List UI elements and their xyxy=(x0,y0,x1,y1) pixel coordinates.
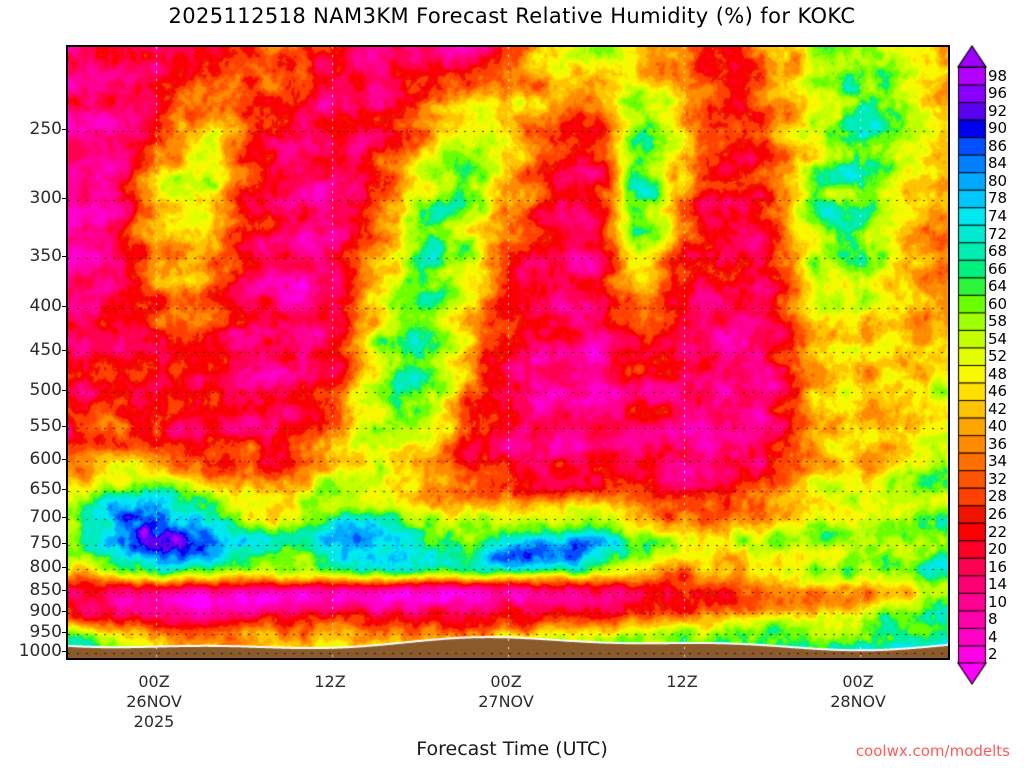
y-axis-tick xyxy=(62,350,67,351)
colorbar-tick-label: 22 xyxy=(988,522,1008,541)
y-axis-tick xyxy=(62,543,67,544)
y-axis-tick xyxy=(62,517,67,518)
plot-gridlines xyxy=(68,47,948,658)
y-axis-tick xyxy=(62,489,67,490)
colorbar-tick-label: 92 xyxy=(988,101,1008,120)
y-axis-label: 250 xyxy=(29,119,62,140)
colorbar-tick-label: 32 xyxy=(988,469,1008,488)
y-axis-label: 950 xyxy=(29,621,62,642)
y-axis-label: 500 xyxy=(29,380,62,401)
colorbar-tick-label: 98 xyxy=(988,66,1008,85)
y-axis-label: 550 xyxy=(29,415,62,436)
x-axis-date-label: 26NOV xyxy=(126,692,182,711)
y-axis: 250 300 350 400 450 500 550 600 650 700 750 800 850 9… xyxy=(0,45,67,662)
y-axis-label: 450 xyxy=(29,340,62,361)
y-axis-label: 600 xyxy=(29,448,62,469)
y-axis-label: 350 xyxy=(29,245,62,266)
colorbar-tick-label: 78 xyxy=(988,189,1008,208)
y-axis-label: 800 xyxy=(29,557,62,578)
colorbar-tick-label: 72 xyxy=(988,224,1008,243)
y-axis-tick xyxy=(62,590,67,591)
colorbar-tick-label: 74 xyxy=(988,207,1008,225)
y-axis-label: 700 xyxy=(29,506,62,527)
y-axis-tick xyxy=(62,611,67,612)
x-axis-time-label: 00Z xyxy=(842,672,874,691)
colorbar-tick-label: 10 xyxy=(988,592,1008,611)
x-axis-date-label: 28NOV xyxy=(830,692,886,711)
colorbar-tick-label: 84 xyxy=(988,154,1008,173)
y-axis-tick xyxy=(62,390,67,391)
y-axis-tick xyxy=(62,567,67,568)
colorbar-tick-label: 60 xyxy=(988,294,1008,313)
plot-area xyxy=(66,45,950,660)
colorbar-tick-label: 42 xyxy=(988,399,1008,418)
y-axis-label: 900 xyxy=(29,601,62,622)
x-axis-date-label: 27NOV xyxy=(478,692,534,711)
colorbar-tick-label: 54 xyxy=(988,329,1008,348)
watermark: coolwx.com/modelts xyxy=(855,742,1010,760)
y-axis-label: 400 xyxy=(29,296,62,317)
colorbar-tick-label: 4 xyxy=(988,627,998,646)
colorbar-tick-label: 52 xyxy=(988,347,1008,366)
x-axis-title: Forecast Time (UTC) xyxy=(416,738,608,760)
colorbar-tick-label: 58 xyxy=(988,312,1008,331)
x-axis-tick-group: 00Z 28NOV xyxy=(830,672,886,712)
colorbar-tick-label: 8 xyxy=(988,610,998,629)
colorbar-tick-label: 34 xyxy=(988,452,1008,471)
x-axis-year-label: 2025 xyxy=(133,712,175,731)
y-axis-tick xyxy=(62,256,67,257)
y-axis-tick xyxy=(62,306,67,307)
colorbar-tick-label: 68 xyxy=(988,242,1008,261)
colorbar-swatches xyxy=(956,45,990,685)
colorbar-tick-label: 86 xyxy=(988,136,1008,155)
colorbar-legend: 98 96 92 90 86 84 80 78 74 72 68 66 64 60 58 54 52 48 46 42… xyxy=(956,45,1024,685)
x-axis-time-label: 12Z xyxy=(314,672,346,691)
x-axis-time-label: 00Z xyxy=(138,672,170,691)
colorbar-tick-label: 46 xyxy=(988,382,1008,401)
x-axis-time-label: 12Z xyxy=(666,672,698,691)
y-axis-tick xyxy=(62,198,67,199)
colorbar-tick-label: 14 xyxy=(988,575,1008,594)
y-axis-tick xyxy=(62,632,67,633)
x-axis-tick-group: 12Z xyxy=(314,672,345,692)
y-axis-tick xyxy=(62,651,67,652)
y-axis-label: 850 xyxy=(29,579,62,600)
colorbar-tick-label: 80 xyxy=(988,171,1008,190)
colorbar-tick-label: 90 xyxy=(988,119,1008,138)
y-axis-tick xyxy=(62,129,67,130)
colorbar-tick-label: 96 xyxy=(988,84,1008,103)
y-axis-label: 1000 xyxy=(18,641,62,662)
x-axis: 00Z 26NOV 2025 12Z 00Z 27NOV 12Z 00Z 28NOV xyxy=(66,662,950,762)
page-title: 2025112518 NAM3KM Forecast Relative Humi… xyxy=(168,4,856,28)
x-axis-tick-group: 12Z xyxy=(666,672,697,692)
x-axis-tick-group: 00Z 26NOV 2025 xyxy=(126,672,182,732)
y-axis-label: 750 xyxy=(29,532,62,553)
colorbar-tick-label: 2 xyxy=(988,645,998,664)
colorbar-tick-label: 64 xyxy=(988,277,1008,296)
y-axis-tick xyxy=(62,426,67,427)
colorbar-tick-label: 36 xyxy=(988,434,1008,453)
colorbar-tick-label: 20 xyxy=(988,540,1008,559)
colorbar-tick-label: 16 xyxy=(988,557,1008,576)
y-axis-label: 650 xyxy=(29,478,62,499)
x-axis-time-label: 00Z xyxy=(490,672,522,691)
y-axis-tick xyxy=(62,459,67,460)
colorbar-tick-label: 48 xyxy=(988,364,1008,383)
x-axis-tick-group: 00Z 27NOV xyxy=(478,672,534,712)
colorbar-tick-label: 66 xyxy=(988,259,1008,278)
colorbar-tick-label: 28 xyxy=(988,487,1008,506)
y-axis-label: 300 xyxy=(29,187,62,208)
colorbar-tick-label: 40 xyxy=(988,417,1008,436)
colorbar-tick-label: 26 xyxy=(988,505,1008,523)
